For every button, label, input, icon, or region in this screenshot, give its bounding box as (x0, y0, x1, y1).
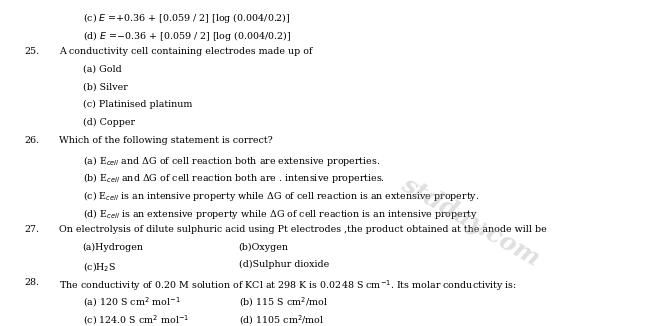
Text: (d) $E$ =−0.36 + [0.059 / 2] [log (0.004/0.2)]: (d) $E$ =−0.36 + [0.059 / 2] [log (0.004… (83, 29, 291, 43)
Text: The conductivity of 0.20 M solution of KCl at 298 K is 0.0248 S cm$^{-1}$. Its m: The conductivity of 0.20 M solution of K… (59, 278, 517, 292)
Text: (d) Copper: (d) Copper (83, 118, 135, 127)
Text: (d) E$_{cell}$ is an extensive property while ΔG of cell reaction is an intensiv: (d) E$_{cell}$ is an extensive property … (83, 207, 477, 221)
Text: (c) $E$ =+0.36 + [0.059 / 2] [log (0.004/0.2)]: (c) $E$ =+0.36 + [0.059 / 2] [log (0.004… (83, 11, 290, 25)
Text: (b) Silver: (b) Silver (83, 82, 127, 92)
Text: Which of the following statement is correct?: Which of the following statement is corr… (59, 136, 273, 145)
Text: (c) 124.0 S cm$^2$ mol$^{-1}$: (c) 124.0 S cm$^2$ mol$^{-1}$ (83, 314, 189, 326)
Text: (d) 1105 cm$^2$/mol: (d) 1105 cm$^2$/mol (239, 314, 324, 326)
Text: (a) E$_{cell}$ and ΔG of cell reaction both are extensive properties.: (a) E$_{cell}$ and ΔG of cell reaction b… (83, 154, 380, 168)
Text: 25.: 25. (25, 47, 39, 56)
Text: (a) 120 S cm$^2$ mol$^{-1}$: (a) 120 S cm$^2$ mol$^{-1}$ (83, 296, 180, 309)
Text: On electrolysis of dilute sulphuric acid using Pt electrodes ,the product obtain: On electrolysis of dilute sulphuric acid… (59, 225, 547, 234)
Text: (b) E$_{cell}$ and ΔG of cell reaction both are . intensive properties.: (b) E$_{cell}$ and ΔG of cell reaction b… (83, 171, 384, 185)
Text: 26.: 26. (25, 136, 39, 145)
Text: (a) Gold: (a) Gold (83, 65, 121, 74)
Text: 28.: 28. (25, 278, 39, 287)
Text: (c) E$_{cell}$ is an intensive property while ΔG of cell reaction is an extensiv: (c) E$_{cell}$ is an intensive property … (83, 189, 479, 203)
Text: (b) 115 S cm$^2$/mol: (b) 115 S cm$^2$/mol (239, 296, 328, 309)
Text: stdday.com: stdday.com (397, 172, 544, 271)
Text: 27.: 27. (25, 225, 39, 234)
Text: A conductivity cell containing electrodes made up of: A conductivity cell containing electrode… (59, 47, 313, 56)
Text: (c)H$_2$S: (c)H$_2$S (83, 260, 115, 273)
Text: (d)Sulphur dioxide: (d)Sulphur dioxide (239, 260, 329, 269)
Text: (a)Hydrogen: (a)Hydrogen (83, 243, 144, 251)
Text: (c) Platinised platinum: (c) Platinised platinum (83, 100, 192, 109)
Text: (b)Oxygen: (b)Oxygen (239, 243, 289, 251)
